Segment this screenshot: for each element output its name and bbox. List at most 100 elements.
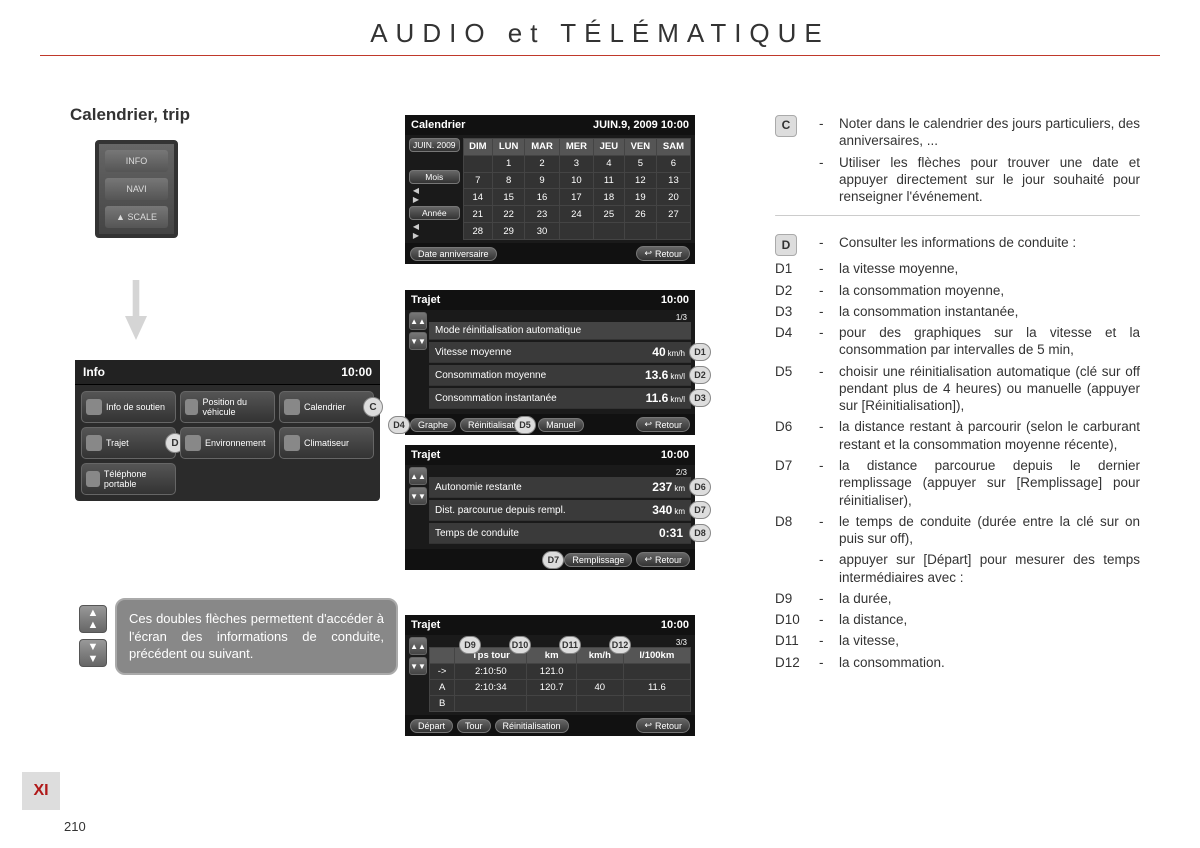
data-row: Autonomie restante237kmD6 — [429, 477, 691, 498]
badge-d7: D7 — [542, 551, 564, 569]
desc-item: -appuyer sur [Départ] pour mesurer des t… — [775, 551, 1140, 586]
row-label: Consommation moyenne — [435, 370, 546, 381]
desc-tag: D6 — [775, 418, 809, 453]
cal-month-box: JUIN. 2009 — [409, 138, 460, 152]
info-title: Info — [83, 365, 105, 379]
cal-mois-btn: Mois — [409, 170, 460, 184]
badge-d12: D12 — [609, 636, 631, 654]
info-item-icon — [86, 471, 100, 487]
desc-item: D11-la vitesse, — [775, 632, 1140, 649]
info-item: CalendrierC — [279, 391, 374, 423]
device-btn-navi: NAVI — [105, 178, 168, 200]
t2-time: 10:00 — [661, 449, 689, 461]
data-row: Consommation moyenne13.6km/lD2 — [429, 365, 691, 386]
desc-item: D8-le temps de conduite (durée entre la … — [775, 513, 1140, 548]
dbl-down-icon: ▼▼ — [409, 332, 427, 350]
desc-tag: D7 — [775, 457, 809, 509]
t3-page: 3/3 — [676, 638, 687, 647]
dash: - — [819, 363, 829, 415]
row-label: Autonomie restante — [435, 482, 522, 493]
t1-time: 10:00 — [661, 294, 689, 306]
subtitle: Calendrier, trip — [70, 105, 190, 125]
dash: - — [819, 115, 829, 150]
desc-tag: D1 — [775, 260, 809, 277]
desc-text: la distance restant à parcourir (selon l… — [839, 418, 1140, 453]
dash: - — [819, 324, 829, 359]
desc-item: C-Noter dans le calendrier des jours par… — [775, 115, 1140, 150]
info-item-icon — [185, 435, 201, 451]
t2-page: 2/3 — [429, 468, 691, 477]
info-item-label: Trajet — [106, 438, 129, 448]
badge-d1: D1 — [689, 343, 711, 361]
desc-item: D6-la distance restant à parcourir (selo… — [775, 418, 1140, 453]
desc-item: D4-pour des graphiques sur la vitesse et… — [775, 324, 1140, 359]
dash: - — [819, 590, 829, 607]
info-item-icon — [284, 435, 300, 451]
row-label: Vitesse moyenne — [435, 347, 512, 358]
desc-item: D7-la distance parcourue depuis le derni… — [775, 457, 1140, 509]
t3-time: 10:00 — [661, 619, 689, 631]
desc-text: la distance parcourue depuis le dernier … — [839, 457, 1140, 509]
dash: - — [819, 418, 829, 453]
side-buttons: ▲▲▼▼ — [409, 637, 427, 675]
dash: - — [819, 154, 829, 206]
row-value: 40km/h — [652, 345, 685, 359]
return-icon: ↩ — [644, 554, 652, 565]
info-item-icon — [86, 435, 102, 451]
info-item-icon — [284, 399, 300, 415]
cal-footer-left: Date anniversaire — [410, 247, 497, 261]
info-item-label: Position du véhicule — [202, 397, 270, 417]
tip-arrow-down-icon: ▼▼ — [79, 639, 107, 667]
t3-depart-btn: Départ — [410, 719, 453, 733]
dbl-down-icon: ▼▼ — [409, 657, 427, 675]
t1-page: 1/3 — [429, 313, 691, 322]
desc-text: pour des graphiques sur la vitesse et la… — [839, 324, 1140, 359]
info-item: Téléphone portable — [81, 463, 176, 495]
dash: - — [819, 513, 829, 548]
desc-tag: D2 — [775, 282, 809, 299]
return-icon: ↩ — [644, 720, 652, 731]
info-panel: Info10:00 Info de soutienPosition du véh… — [75, 360, 380, 501]
desc-text: Consulter les informations de conduite : — [839, 234, 1140, 256]
desc-text: la vitesse moyenne, — [839, 260, 1140, 277]
data-row: Consommation instantanée11.6km/lD3 — [429, 388, 691, 409]
desc-text: la durée, — [839, 590, 1140, 607]
cal-datetime: JUIN.9, 2009 10:00 — [593, 119, 689, 131]
info-item-label: Climatiseur — [304, 438, 349, 448]
info-item: TrajetD — [81, 427, 176, 459]
device-btn-scale: ▲ SCALE — [105, 206, 168, 228]
badge-d6: D6 — [689, 478, 711, 496]
dash: - — [819, 632, 829, 649]
dbl-up-icon: ▲▲ — [409, 312, 427, 330]
screen-trajet-3: Trajet10:00 ▲▲▼▼ D9D10D11D12 3/3 Tps tou… — [405, 615, 695, 736]
t1-graphe-btn: Graphe — [410, 418, 456, 432]
t2-title: Trajet — [411, 449, 440, 461]
side-buttons: ▲▲ ▼▼ — [409, 312, 427, 350]
cal-title: Calendrier — [411, 119, 465, 131]
info-item: Environnement — [180, 427, 275, 459]
info-item: Info de soutien — [81, 391, 176, 423]
desc-text: la consommation instantanée, — [839, 303, 1140, 320]
desc-tag: C — [775, 115, 809, 150]
desc-tag: D10 — [775, 611, 809, 628]
return-icon: ↩ — [644, 248, 652, 259]
t1-retour: ↩Retour — [636, 417, 690, 432]
desc-text: Utiliser les flèches pour trouver une da… — [839, 154, 1140, 206]
desc-text: appuyer sur [Départ] pour mesurer des te… — [839, 551, 1140, 586]
data-row: Dist. parcourue depuis rempl.340kmD7 — [429, 500, 691, 521]
screen-trajet-1: Trajet10:00 ▲▲▼▼ 1/3 Mode réinitialisati… — [405, 290, 695, 435]
section-tab: XI — [22, 772, 60, 810]
tip-arrow-up-icon: ▲▲ — [79, 605, 107, 633]
dash: - — [819, 654, 829, 671]
desc-tag: D11 — [775, 632, 809, 649]
t3-title: Trajet — [411, 619, 440, 631]
desc-text: le temps de conduite (durée entre la clé… — [839, 513, 1140, 548]
t2-rempl-btn: Remplissage — [564, 553, 632, 567]
desc-item: D1-la vitesse moyenne, — [775, 260, 1140, 277]
cal-arrow-right-icon: ▶ — [409, 231, 423, 240]
badge-d7: D7 — [689, 501, 711, 519]
tag-box: C — [775, 115, 797, 137]
desc-tag: D5 — [775, 363, 809, 415]
tip-arrows: ▲▲ ▼▼ — [79, 605, 109, 673]
row-label: Dist. parcourue depuis rempl. — [435, 505, 566, 516]
